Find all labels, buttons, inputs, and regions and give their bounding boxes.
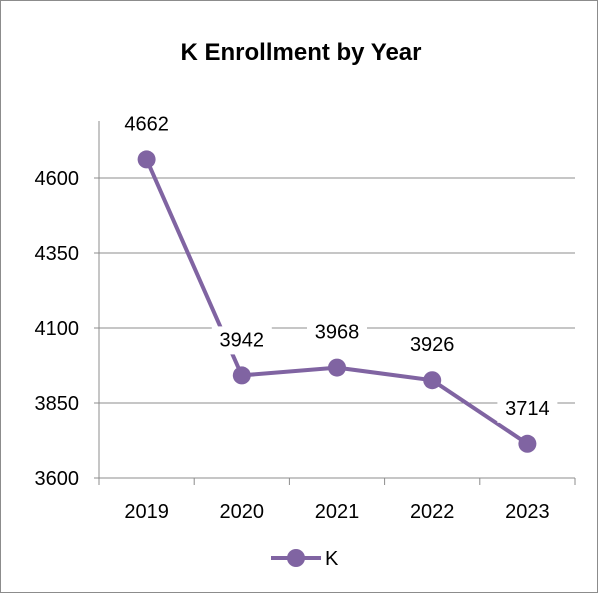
data-point-2019 — [137, 150, 156, 169]
y-tick-label: 4100 — [35, 318, 80, 340]
series-k — [137, 150, 537, 453]
data-label-bg — [402, 331, 463, 360]
y-tick-labels: 3600 3850 4100 4350 4600 — [35, 168, 80, 490]
y-tick-label: 3850 — [35, 393, 80, 415]
data-point-2021 — [328, 358, 346, 377]
data-label-2019: 4662 — [124, 113, 169, 135]
data-label-2021: 3968 — [315, 322, 360, 344]
x-tick-label: 2020 — [220, 501, 265, 523]
x-tick-labels: 2019 2020 2021 2022 2023 — [124, 501, 549, 523]
data-label-2020: 3942 — [220, 329, 265, 351]
legend-marker — [287, 549, 305, 567]
chart-title: K Enrollment by Year — [181, 39, 422, 66]
x-tick-label: 2021 — [315, 501, 360, 523]
x-tick-label: 2022 — [410, 501, 455, 523]
legend-label-k: K — [325, 548, 339, 570]
data-label-2023: 3714 — [505, 398, 550, 420]
data-label-bg — [211, 326, 272, 355]
legend: K — [271, 548, 339, 570]
x-tick-label: 2019 — [124, 501, 169, 523]
data-point-2022 — [423, 371, 442, 390]
data-point-2020 — [232, 366, 251, 385]
y-tick-label: 3600 — [35, 468, 80, 490]
x-tick-label: 2023 — [505, 501, 550, 523]
data-point-2023 — [518, 434, 537, 453]
data-label-2022: 3926 — [410, 334, 455, 356]
series-line-k — [144, 158, 529, 446]
data-labels: 4662 3942 3968 3926 3714 — [116, 110, 558, 423]
y-tick-label: 4350 — [35, 243, 80, 265]
axes — [94, 121, 576, 485]
data-label-bg — [116, 110, 177, 139]
data-label-bg — [307, 318, 367, 347]
data-label-bg — [497, 394, 558, 423]
y-tick-label: 4600 — [35, 168, 80, 190]
